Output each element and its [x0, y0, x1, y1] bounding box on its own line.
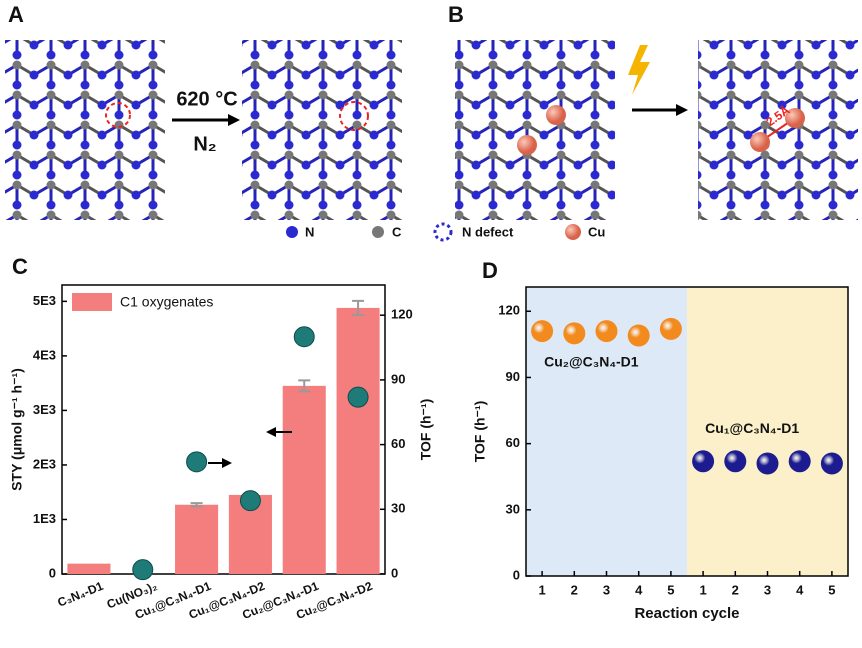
panel-label: D	[482, 258, 498, 283]
legend-text: N defect	[462, 224, 514, 239]
x-tick-label: 2	[571, 582, 578, 597]
series-label: Cu₂@C₃N₄-D1	[544, 354, 639, 370]
panel-label: C	[12, 254, 28, 279]
legend-marker	[433, 222, 453, 242]
cu-atom	[750, 132, 770, 152]
error-bar	[298, 379, 311, 393]
panel-b: B 2.5Å	[448, 2, 858, 220]
region-background	[687, 287, 848, 576]
y-tick-label: 90	[506, 369, 520, 384]
legend-swatch	[72, 293, 112, 311]
defect-circle	[105, 102, 131, 128]
arrow-head	[676, 104, 688, 116]
y-tick-label: 0	[513, 567, 520, 582]
light-icon	[628, 45, 650, 95]
series-label: Cu₁@C₃N₄-D1	[705, 420, 799, 436]
bar	[282, 385, 326, 574]
y-tick-label: 60	[506, 435, 520, 450]
y-tick-label: 2E3	[33, 456, 56, 471]
x-axis-label: Reaction cycle	[634, 605, 739, 622]
legend-text: Cu	[588, 224, 605, 239]
y-tick-label: 60	[391, 436, 405, 451]
y-tick-label: 3E3	[33, 402, 56, 417]
x-tick-label: 3	[603, 582, 610, 597]
x-tick-label: 4	[635, 582, 643, 597]
legend-text: C	[392, 224, 402, 239]
lattice	[242, 40, 402, 220]
y2-axis-label: TOF (h⁻¹)	[418, 399, 434, 461]
defect-circle	[339, 101, 369, 131]
lattice	[5, 40, 165, 220]
tof-point	[293, 326, 315, 348]
cu-atom	[546, 105, 566, 125]
data-point	[627, 324, 650, 347]
x-tick-label: 2	[732, 582, 739, 597]
data-point	[788, 450, 811, 473]
data-point	[531, 320, 554, 343]
y-tick-label: 0	[391, 565, 398, 580]
y-axis-label: STY (μmol g⁻¹ h⁻¹)	[9, 368, 25, 491]
y-tick-label: 30	[391, 501, 405, 516]
annotation: 620 °C	[176, 88, 237, 110]
y-axis-label: TOF (h⁻¹)	[472, 401, 488, 463]
data-point	[724, 450, 747, 473]
x-tick-label: 5	[667, 582, 674, 597]
data-point	[659, 317, 682, 340]
y-tick-label: 4E3	[33, 347, 56, 362]
data-point	[563, 322, 586, 345]
panel-label: B	[448, 2, 464, 27]
data-point	[692, 450, 715, 473]
error-bar	[190, 502, 203, 508]
y-tick-label: 5E3	[33, 293, 56, 308]
lattice	[455, 40, 615, 220]
legend-marker	[372, 226, 384, 238]
x-tick-label: 1	[538, 582, 545, 597]
legend-text: N	[305, 224, 314, 239]
y-tick-label: 90	[391, 371, 405, 386]
bar	[67, 563, 111, 574]
cu-atom	[785, 108, 805, 128]
x-tick-label: 4	[796, 582, 804, 597]
tof-point	[132, 559, 154, 581]
y-tick-label: 120	[391, 307, 413, 322]
tof-point	[239, 490, 261, 512]
arrow-head	[222, 458, 232, 468]
bar	[175, 504, 219, 574]
plot-frame	[525, 286, 849, 577]
arrow-head	[266, 427, 276, 437]
data-point	[595, 320, 618, 343]
panel-a: A 620 °C N₂	[5, 2, 402, 220]
plot-frame	[61, 284, 386, 575]
y-tick-label: 1E3	[33, 511, 56, 526]
arrow-head	[228, 114, 240, 126]
error-bar	[352, 299, 365, 316]
annotation: N₂	[193, 133, 216, 155]
legend-text: C1 oxygenates	[120, 294, 213, 310]
x-tick-label: 5	[828, 582, 835, 597]
y-tick-label: 30	[506, 501, 520, 516]
structure-legend: N C N defect Cu	[286, 222, 605, 242]
data-point	[756, 452, 779, 475]
cu-atom	[517, 135, 537, 155]
legend-marker	[565, 224, 581, 240]
data-point	[820, 452, 843, 475]
x-tick-label: 3	[764, 582, 771, 597]
legend-marker	[286, 226, 298, 238]
panel-label: A	[8, 2, 24, 27]
bar	[336, 307, 380, 574]
x-tick-label: 1	[699, 582, 706, 597]
y-tick-label: 0	[49, 565, 56, 580]
tof-point	[186, 451, 208, 473]
tof-point	[347, 386, 369, 408]
x-tick-label: C₃N₄-D1	[56, 579, 106, 610]
y-tick-label: 120	[498, 303, 520, 318]
